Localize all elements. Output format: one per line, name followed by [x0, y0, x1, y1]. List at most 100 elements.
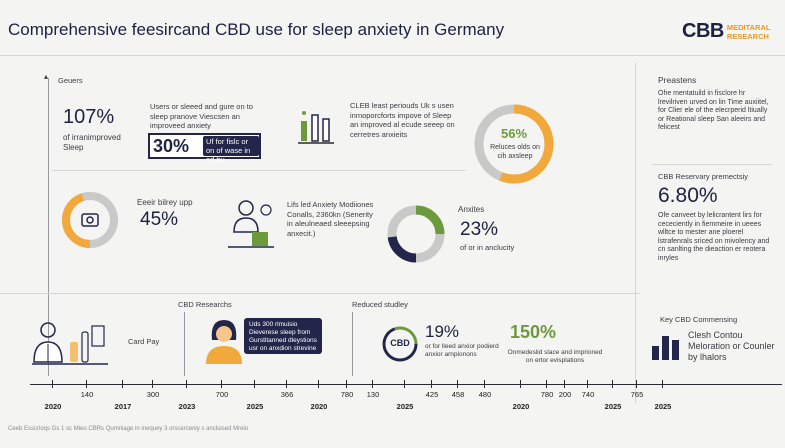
timeline-label: 458 — [451, 390, 465, 399]
timeline-label: 2020 — [310, 402, 328, 411]
timeline-tick — [254, 380, 255, 388]
timeline-label: 780 — [540, 390, 554, 399]
timeline-label: 366 — [280, 390, 294, 399]
timeline-tick — [636, 380, 637, 388]
section-label: Geuers — [58, 76, 83, 85]
timeline-tick — [520, 380, 521, 388]
header-divider — [0, 55, 785, 56]
woman-avatar-icon — [206, 320, 242, 364]
logo-text: MEDITARAL RESEARCH — [727, 23, 771, 41]
timeline-label: 2025 — [604, 402, 622, 411]
pct-19-desc: or for lleed anxior podierd anxior arnpl… — [425, 343, 499, 358]
timeline-label: 2020 — [512, 402, 530, 411]
axis-arrow-icon: ▴ — [44, 72, 49, 81]
timeline-label: 2025 — [396, 402, 414, 411]
timeline-tick — [86, 380, 87, 388]
timeline-tick — [221, 380, 222, 388]
stat2-value: 30% — [153, 136, 190, 156]
timeline-label: 700 — [215, 390, 229, 399]
timeline-tick — [286, 380, 287, 388]
bars-icon — [652, 336, 679, 360]
donut-main-value: 56% — [500, 126, 528, 141]
logo-line-1: MEDITARAL — [726, 22, 771, 32]
timeline-tick — [484, 380, 485, 388]
timeline-tick — [564, 380, 565, 388]
card-pay-label: Card Pay — [128, 337, 160, 346]
stat1-value: 107% — [63, 106, 115, 128]
right-heading: Preastens — [658, 75, 697, 85]
timeline-label: 765 — [630, 390, 644, 399]
timeline-tick — [457, 380, 458, 388]
right-divider — [635, 63, 636, 403]
doctor-lab-icon — [32, 322, 108, 365]
stat5-desc: Lifs led Anxiety Modiiones Conalls, 2360… — [287, 200, 374, 238]
timeline-tick — [587, 380, 588, 388]
timeline-tick — [52, 380, 53, 388]
bottom-divider — [0, 293, 640, 294]
stat4-label: Eeeir bilrey upp — [137, 198, 193, 207]
timeline-tick — [612, 380, 613, 388]
timeline-tick — [186, 380, 187, 388]
timeline-label: 2023 — [178, 402, 196, 411]
reduced-label: Reduced studley — [352, 300, 408, 309]
timeline-label: 2017 — [114, 402, 132, 411]
timeline-tick — [546, 380, 547, 388]
timeline-tick — [662, 380, 663, 388]
timeline-label: 740 — [581, 390, 595, 399]
right-divider-1 — [652, 164, 772, 165]
timeline-tick — [372, 380, 373, 388]
key-desc: Clesh Contou Meloration or Counler by lh… — [688, 330, 775, 362]
timeline-label: 300 — [146, 390, 160, 399]
key-label: Key CBD Commensing — [660, 315, 738, 324]
right-paragraph: Ohe mentatuild in fisclore hr lrevilrive… — [658, 90, 769, 131]
pct-19-value: 19% — [425, 322, 460, 341]
stat6-label: Anxites — [458, 205, 485, 214]
cbd-badge-icon — [382, 326, 418, 362]
timeline-axis — [30, 384, 782, 385]
research-pointer-line — [184, 312, 185, 376]
gauge-donut — [62, 192, 118, 248]
left-axis-line — [48, 78, 49, 376]
stat6-desc: of or in anclucity — [460, 243, 515, 252]
donut-main — [474, 104, 554, 184]
pct-150-desc: Onmedeslid slace and imprioned on ertor … — [507, 349, 603, 364]
stat1-desc-line1: of irranimproved — [63, 133, 121, 142]
timeline-label: 130 — [366, 390, 380, 399]
right-stat-desc: Ofe canveet by lelicrantent lirs for cec… — [658, 212, 770, 262]
stat2-box-text: Uf for fislc or on of wase in ed by — [203, 136, 259, 164]
research-box: Uds 300 rlmuisio Dieverese sleep from Gu… — [244, 318, 322, 354]
mid-divider — [52, 170, 466, 171]
pct-150-value: 150% — [510, 322, 557, 342]
stat1-desc: of irranimproved Sleep — [63, 133, 143, 152]
brand-logo: CBB MEDITARAL RESEARCH — [682, 20, 770, 43]
bar-chart-icon — [298, 111, 334, 144]
timeline-label: 200 — [558, 390, 572, 399]
logo-line-2: RESEARCH — [726, 31, 769, 41]
timeline-label: 2025 — [654, 402, 672, 411]
right-stat-value: 6.80% — [658, 184, 718, 207]
reduced-pointer-line — [352, 312, 353, 376]
timeline-tick — [404, 380, 405, 388]
timeline-label: 140 — [80, 390, 94, 399]
logo-mark: CBB — [682, 20, 724, 42]
timeline-tick — [122, 380, 123, 388]
stat6-value: 23% — [460, 219, 499, 240]
timeline-label: 480 — [478, 390, 492, 399]
donut-main-arc — [474, 104, 554, 184]
right-stat-label: CBB Reservary premectsiy — [658, 172, 749, 181]
timeline-label: 780 — [340, 390, 354, 399]
stat2-desc: Users or sleeed and gure on to sleep pra… — [150, 102, 253, 130]
timeline-tick — [346, 380, 347, 388]
timeline-tick — [318, 380, 319, 388]
page-title: Comprehensive feesircand CBD use for sle… — [8, 20, 505, 39]
donut-main-desc: Reluces olds on cih axsleep — [490, 144, 540, 160]
person-desk-icon — [228, 200, 274, 248]
stat4-value: 45% — [140, 209, 179, 230]
timeline-label: 2020 — [44, 402, 62, 411]
cbd-researchs-label: CBD Researchs — [178, 300, 232, 309]
footer-note: Ceeb Esscrioqs Gs 1 sc Mieo CBRs Qumniag… — [8, 426, 249, 432]
anxiety-donut — [387, 205, 445, 263]
stat1-desc-line2: Sleep — [63, 142, 84, 152]
timeline-tick — [431, 380, 432, 388]
timeline-tick — [152, 380, 153, 388]
